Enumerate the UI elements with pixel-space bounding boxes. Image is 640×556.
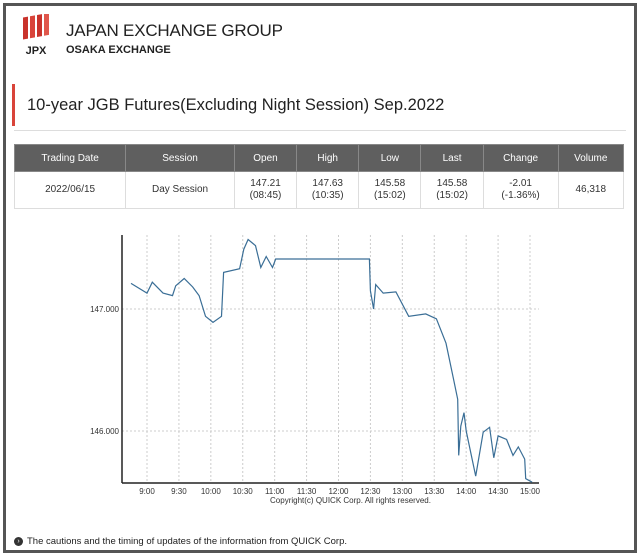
x-tick-label: 9:00 — [139, 487, 155, 496]
x-tick-label: 9:30 — [171, 487, 187, 496]
cell-text: 145.58 — [436, 178, 468, 189]
column-header: Trading Date — [13, 144, 127, 172]
cell-text: (-1.36%) — [501, 190, 540, 201]
cell-text: -2.01 — [509, 178, 532, 189]
cell-text: 147.63 — [312, 178, 343, 189]
x-tick-label: 11:30 — [297, 487, 317, 496]
y-tick-label: 146.000 — [90, 427, 119, 436]
x-tick-label: 12:30 — [360, 487, 381, 496]
price-chart: 9:00 9:30 10:00 10:30 11:00 11:30 12:00 12:30 13… — [90, 235, 541, 505]
exchange-name: OSAKA EXCHANGE — [66, 44, 171, 56]
page-title: 10-year JGB Futures(Excluding Night Sess… — [12, 84, 444, 126]
table-cell: 147.63 (10:35) — [296, 171, 360, 209]
y-tick-label: 147.000 — [90, 305, 119, 314]
column-header: Low — [358, 144, 422, 172]
footer-note[interactable]: › The cautions and the timing of updates… — [14, 536, 347, 547]
x-tick-label: 14:00 — [456, 487, 477, 496]
x-tick-label: 13:00 — [392, 487, 413, 496]
cell-text: 145.58 — [374, 178, 406, 189]
table-cell: 147.21 (08:45) — [233, 171, 298, 209]
x-tick-label: 10:00 — [201, 487, 222, 496]
price-line — [130, 238, 533, 483]
quote-table: Trading Date Session Open High Low Last Change… — [13, 144, 625, 209]
cell-text: (10:35) — [311, 190, 344, 201]
circle-arrow-icon: › — [14, 537, 23, 546]
cell-text: Day Session — [151, 184, 209, 195]
cell-text: (15:02) — [436, 190, 468, 201]
table-cell: 2022/06/15 — [13, 171, 127, 209]
divider — [14, 130, 626, 131]
column-header: Session — [125, 144, 235, 172]
footer-text[interactable]: The cautions and the timing of updates o… — [27, 536, 347, 547]
table-cell: 145.58 (15:02) — [358, 171, 422, 209]
cell-text: 46,318 — [575, 184, 607, 195]
x-tick-label: 12:00 — [328, 487, 349, 496]
table-row: 2022/06/15 Day Session 147.21 (08:45) 147.63… — [13, 171, 625, 209]
copyright-text: Copyright(c) QUICK Corp. All rights rese… — [270, 496, 431, 505]
jpx-logo: JPX — [23, 14, 49, 57]
cell-text: 147.21 — [250, 178, 281, 189]
table-cell: 46,318 — [557, 171, 625, 209]
table-cell: -2.01 (-1.36%) — [482, 171, 559, 209]
column-header: Last — [420, 144, 484, 172]
column-header: High — [296, 144, 360, 172]
table-cell: Day Session — [125, 171, 235, 209]
cell-text: (08:45) — [249, 190, 282, 201]
x-tick-label: 15:00 — [520, 487, 541, 496]
x-tick-label: 13:30 — [424, 487, 445, 496]
column-header: Change — [482, 144, 559, 172]
table-cell: 145.58 (15:02) — [420, 171, 484, 209]
cell-text: (15:02) — [374, 190, 406, 201]
x-tick-label: 14:30 — [488, 487, 509, 496]
cell-text: 2022/06/15 — [45, 184, 96, 195]
company-name: JAPAN EXCHANGE GROUP — [66, 21, 283, 40]
page-frame: JPX JAPAN EXCHANGE GROUP OSAKA EXCHANGE … — [3, 3, 637, 553]
x-tick-label: 10:30 — [233, 487, 254, 496]
x-tick-label: 11:00 — [265, 487, 285, 496]
svg-text:JPX: JPX — [26, 45, 47, 57]
column-header: Open — [233, 144, 298, 172]
column-header: Volume — [557, 144, 625, 172]
table-header-row: Trading Date Session Open High Low Last Change… — [13, 144, 625, 172]
